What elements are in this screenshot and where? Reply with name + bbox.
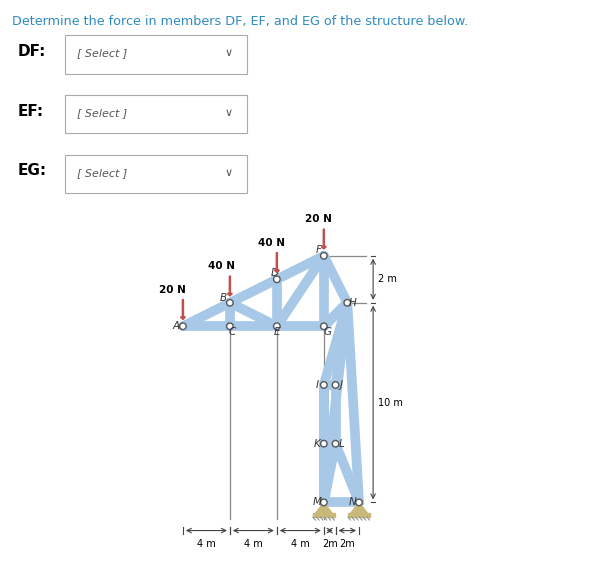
FancyBboxPatch shape xyxy=(65,35,247,74)
Text: D: D xyxy=(270,268,279,278)
Circle shape xyxy=(227,300,233,306)
Circle shape xyxy=(180,323,186,329)
Text: I: I xyxy=(316,380,319,390)
Text: J: J xyxy=(340,380,343,390)
Circle shape xyxy=(320,252,327,259)
Circle shape xyxy=(332,382,339,388)
Circle shape xyxy=(320,382,327,388)
Text: C: C xyxy=(229,328,236,337)
Circle shape xyxy=(227,323,233,329)
Bar xyxy=(348,513,370,517)
Text: M: M xyxy=(313,497,322,507)
Text: E: E xyxy=(274,328,280,337)
Text: G: G xyxy=(323,328,332,337)
Text: 10 m: 10 m xyxy=(378,397,403,407)
Text: ∨: ∨ xyxy=(224,168,233,178)
Text: 40 N: 40 N xyxy=(258,238,284,248)
Circle shape xyxy=(273,323,280,329)
Circle shape xyxy=(273,276,280,283)
Text: F: F xyxy=(316,244,322,255)
Circle shape xyxy=(344,300,350,306)
Text: ∨: ∨ xyxy=(224,108,233,118)
Text: EG:: EG: xyxy=(18,164,47,178)
FancyBboxPatch shape xyxy=(65,155,247,193)
Circle shape xyxy=(320,499,327,506)
Text: 20 N: 20 N xyxy=(159,285,186,295)
Circle shape xyxy=(320,323,327,329)
Text: 2 m: 2 m xyxy=(378,274,397,284)
Text: 4 m: 4 m xyxy=(244,538,263,549)
Text: [ Select ]: [ Select ] xyxy=(77,48,127,58)
Text: [ Select ]: [ Select ] xyxy=(77,108,127,118)
Text: A: A xyxy=(173,321,180,331)
Text: ∨: ∨ xyxy=(224,48,233,58)
Circle shape xyxy=(332,441,339,447)
Bar xyxy=(313,513,335,517)
Text: B: B xyxy=(219,293,226,303)
Text: [ Select ]: [ Select ] xyxy=(77,168,127,178)
Polygon shape xyxy=(350,502,368,513)
Text: EF:: EF: xyxy=(18,103,44,119)
FancyBboxPatch shape xyxy=(65,95,247,134)
Circle shape xyxy=(320,441,327,447)
Text: 2m: 2m xyxy=(339,538,355,549)
Text: 40 N: 40 N xyxy=(208,261,235,271)
Text: DF:: DF: xyxy=(18,44,46,59)
Text: 4 m: 4 m xyxy=(291,538,310,549)
Text: Determine the force in members DF, EF, and EG of the structure below.: Determine the force in members DF, EF, a… xyxy=(12,15,468,28)
Circle shape xyxy=(356,499,362,506)
Text: N: N xyxy=(349,497,356,507)
Text: L: L xyxy=(338,439,344,448)
Text: K: K xyxy=(314,439,320,448)
Text: H: H xyxy=(349,298,357,308)
Polygon shape xyxy=(315,502,332,513)
Text: 20 N: 20 N xyxy=(305,214,332,224)
Text: 4 m: 4 m xyxy=(197,538,216,549)
Text: 2m: 2m xyxy=(322,538,337,549)
